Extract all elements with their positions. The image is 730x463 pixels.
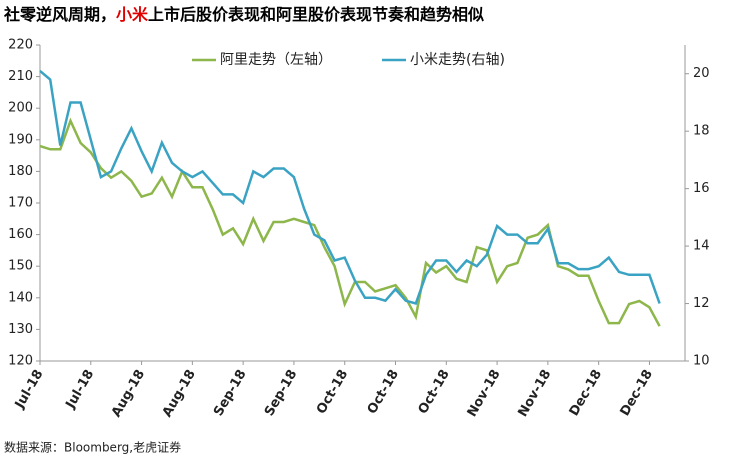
series-line (39, 117, 661, 327)
y2-tick-label: 16 (693, 181, 710, 196)
y2-tick-label: 12 (693, 296, 710, 311)
title-part: 社零逆风周期， (3, 5, 116, 24)
x-tick-label: Sep-18 (211, 367, 249, 419)
y-tick-label: 140 (8, 290, 33, 305)
y2-tick-label: 10 (693, 354, 710, 369)
y-tick-label: 160 (8, 227, 33, 242)
x-tick-label: Aug-18 (109, 367, 148, 420)
y-tick-label: 200 (8, 101, 33, 116)
legend-label: 小米走势(右轴) (410, 52, 505, 68)
y2-tick-label: 20 (693, 66, 710, 81)
x-tick-label: Dec-18 (618, 367, 656, 419)
y2-tick-label: 14 (693, 239, 710, 254)
y-tick-label: 150 (8, 259, 33, 274)
x-tick-label: Dec-18 (567, 367, 605, 419)
y-tick-label: 210 (8, 69, 33, 84)
x-tick-label: Oct-18 (314, 367, 351, 416)
title-part: 小米 (116, 5, 149, 24)
y-tick-label: 170 (8, 196, 33, 211)
series-line (39, 69, 661, 306)
x-tick-label: Aug-18 (160, 367, 199, 420)
x-tick-label: Nov-18 (465, 367, 504, 419)
y-tick-label: 180 (8, 164, 33, 179)
y2-tick-label: 18 (693, 124, 710, 139)
y-tick-label: 120 (8, 354, 33, 369)
x-tick-label: Sep-18 (262, 367, 300, 419)
title-part: 上市后股价表现和阿里股价表现节奏和趋势相似 (148, 5, 484, 24)
legend-label: 阿里走势（左轴） (220, 52, 332, 68)
source-note: 数据来源：Bloomberg,老虎证券 (4, 440, 181, 455)
y-tick-label: 190 (8, 132, 33, 147)
y-tick-label: 220 (8, 38, 33, 53)
x-tick-label: Nov-18 (515, 367, 554, 419)
y-tick-label: 130 (8, 322, 33, 337)
chart-title: 社零逆风周期，小米上市后股价表现和阿里股价表现节奏和趋势相似 (3, 5, 484, 24)
x-tick-label: Oct-18 (416, 367, 453, 416)
x-tick-label: Jul-18 (63, 367, 98, 412)
x-tick-label: Jul-18 (12, 367, 47, 412)
x-tick-label: Oct-18 (365, 367, 402, 416)
